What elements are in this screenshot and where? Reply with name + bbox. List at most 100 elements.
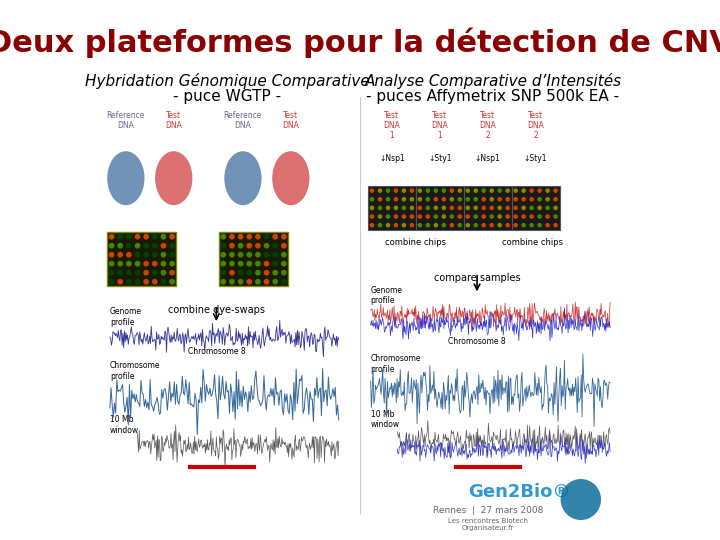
- Circle shape: [247, 261, 251, 266]
- Circle shape: [370, 189, 374, 192]
- Circle shape: [466, 189, 469, 192]
- Circle shape: [554, 198, 557, 201]
- Circle shape: [522, 215, 525, 218]
- Circle shape: [170, 261, 174, 266]
- Circle shape: [522, 198, 525, 201]
- Circle shape: [153, 234, 157, 239]
- Circle shape: [221, 244, 225, 248]
- Circle shape: [546, 215, 549, 218]
- Circle shape: [402, 198, 405, 201]
- Circle shape: [410, 215, 413, 218]
- Circle shape: [273, 261, 277, 266]
- Circle shape: [264, 253, 269, 257]
- Circle shape: [450, 189, 454, 192]
- Text: ↓Sty1: ↓Sty1: [428, 154, 451, 163]
- Circle shape: [458, 198, 462, 201]
- Text: Reference
DNA: Reference DNA: [224, 111, 262, 130]
- Circle shape: [387, 215, 390, 218]
- Circle shape: [530, 206, 534, 210]
- Circle shape: [144, 253, 148, 257]
- Circle shape: [514, 189, 517, 192]
- Circle shape: [282, 280, 286, 284]
- Circle shape: [474, 189, 477, 192]
- Circle shape: [410, 206, 413, 210]
- Circle shape: [522, 206, 525, 210]
- Circle shape: [522, 224, 525, 227]
- Circle shape: [370, 224, 374, 227]
- Circle shape: [161, 253, 166, 257]
- Circle shape: [118, 280, 122, 284]
- Circle shape: [127, 244, 131, 248]
- Circle shape: [474, 198, 477, 201]
- Circle shape: [490, 206, 493, 210]
- Text: Analyse Comparative d’Intensités: Analyse Comparative d’Intensités: [364, 73, 621, 89]
- Circle shape: [135, 244, 140, 248]
- Circle shape: [482, 206, 485, 210]
- Circle shape: [506, 224, 509, 227]
- Circle shape: [395, 224, 397, 227]
- Circle shape: [273, 234, 277, 239]
- Circle shape: [370, 215, 374, 218]
- Circle shape: [144, 280, 148, 284]
- Circle shape: [144, 244, 148, 248]
- Circle shape: [247, 253, 251, 257]
- Circle shape: [153, 244, 157, 248]
- Ellipse shape: [225, 151, 261, 205]
- Circle shape: [118, 261, 122, 266]
- Circle shape: [546, 224, 549, 227]
- Circle shape: [418, 189, 421, 192]
- Circle shape: [170, 253, 174, 257]
- Circle shape: [109, 261, 114, 266]
- Circle shape: [434, 215, 438, 218]
- Circle shape: [144, 271, 148, 275]
- Circle shape: [282, 271, 286, 275]
- Circle shape: [256, 253, 260, 257]
- Circle shape: [127, 261, 131, 266]
- Text: Chromosome
profile: Chromosome profile: [110, 361, 161, 381]
- Circle shape: [434, 198, 438, 201]
- Circle shape: [530, 215, 534, 218]
- Circle shape: [221, 253, 225, 257]
- Bar: [416, 186, 464, 230]
- Circle shape: [426, 224, 429, 227]
- Circle shape: [135, 271, 140, 275]
- Circle shape: [426, 189, 429, 192]
- Circle shape: [514, 206, 517, 210]
- Circle shape: [418, 224, 421, 227]
- Ellipse shape: [155, 151, 192, 205]
- Circle shape: [554, 224, 557, 227]
- Text: Deux plateformes pour la détection de CNV: Deux plateformes pour la détection de CN…: [0, 27, 720, 57]
- Circle shape: [170, 234, 174, 239]
- Bar: [219, 232, 288, 286]
- Text: Test
DNA: Test DNA: [282, 111, 300, 130]
- Circle shape: [458, 206, 462, 210]
- Text: Chromosome 8: Chromosome 8: [187, 347, 245, 356]
- Circle shape: [264, 234, 269, 239]
- Circle shape: [127, 271, 131, 275]
- Circle shape: [109, 234, 114, 239]
- Text: Chromosome
profile: Chromosome profile: [371, 354, 421, 374]
- Circle shape: [118, 244, 122, 248]
- Circle shape: [442, 224, 446, 227]
- Circle shape: [442, 189, 446, 192]
- Circle shape: [161, 244, 166, 248]
- Text: Chromosome 8: Chromosome 8: [449, 338, 506, 347]
- Text: 10 Mb
window: 10 Mb window: [110, 415, 139, 435]
- Circle shape: [538, 198, 541, 201]
- Circle shape: [282, 253, 286, 257]
- Circle shape: [450, 206, 454, 210]
- Text: 10 Mb
window: 10 Mb window: [371, 410, 400, 429]
- Circle shape: [426, 206, 429, 210]
- Circle shape: [395, 198, 397, 201]
- Circle shape: [506, 198, 509, 201]
- Circle shape: [498, 189, 501, 192]
- Circle shape: [442, 206, 446, 210]
- Circle shape: [546, 198, 549, 201]
- Circle shape: [370, 198, 374, 201]
- Circle shape: [264, 271, 269, 275]
- Circle shape: [238, 271, 243, 275]
- Text: ↓Nsp1: ↓Nsp1: [379, 154, 405, 163]
- Circle shape: [402, 215, 405, 218]
- Circle shape: [230, 261, 234, 266]
- Circle shape: [238, 280, 243, 284]
